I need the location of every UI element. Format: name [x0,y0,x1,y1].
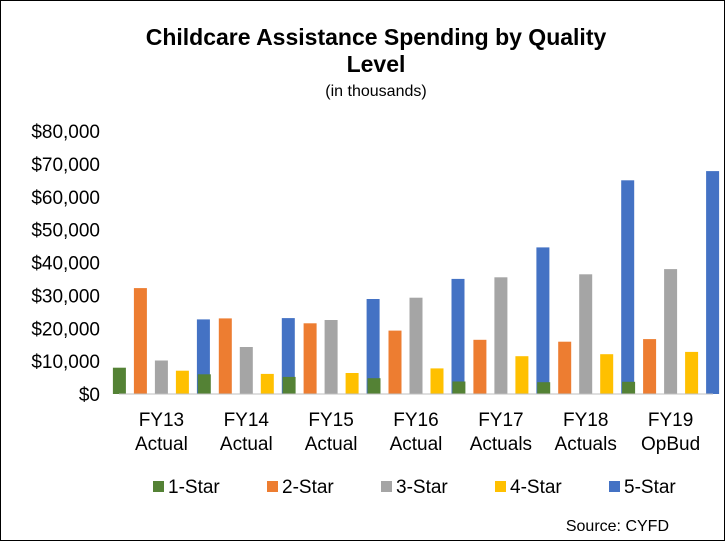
chart-subtitle: (in thousands) [325,83,426,100]
legend-swatch-2-star [267,481,278,492]
x-tick-label: FY15 [308,410,353,431]
bar-3-star [494,277,508,394]
bar-4-star [345,373,359,394]
legend-label-1-star: 1-Star [168,477,220,498]
bar-2-star [133,288,147,394]
bar-4-star [175,370,189,394]
y-tick-label: $30,000 [31,286,100,307]
bar-3-star [239,347,253,394]
bar-5-star [281,318,295,394]
bar-5-star [451,278,465,394]
bar-3-star [409,297,423,394]
legend-swatch-3-star [381,481,392,492]
source-note: Source: CYFD [566,518,669,535]
x-axis: FY13 Actual FY14 Actual FY15 Actual FY16 Actual… [135,410,700,455]
bar-2-star [218,318,232,394]
y-axis: $0 $10,000 $20,000 $30,000 $40,000 $50,000 $60… [31,122,100,406]
bar-1-star [622,381,636,394]
bar-2-star [558,341,572,394]
bar-1-star [452,381,466,394]
y-tick-label: $20,000 [31,319,100,340]
y-tick-label: $70,000 [31,155,100,176]
bar-2-star [473,339,487,394]
y-tick-label: $0 [79,385,100,406]
x-tick-label: FY13 [139,410,184,431]
y-tick-label: $50,000 [31,221,100,242]
y-tick-label: $60,000 [31,188,100,209]
legend-label-4-star: 4-Star [510,477,562,498]
x-tick-label: Actual [305,434,358,455]
bar-5-star [621,180,635,394]
bar-3-star [324,320,338,394]
x-tick-label: FY14 [224,410,270,431]
x-tick-label: FY18 [563,410,608,431]
bar-1-star [537,382,551,394]
x-tick-label: FY16 [393,410,438,431]
plot-area [112,171,720,394]
bar-2-star [388,330,402,394]
bar-4-star [600,354,614,394]
x-tick-label: Actual [135,434,188,455]
bar-5-star [366,299,380,394]
bar-3-star [664,269,678,394]
legend-label-2-star: 2-Star [282,477,334,498]
x-tick-label: FY17 [478,410,523,431]
bar-4-star [430,368,444,394]
bar-1-star [112,367,126,394]
chart-title-line-1: Childcare Assistance Spending by Quality [146,24,607,50]
bar-4-star [260,373,274,394]
x-tick-label: Actual [390,434,443,455]
bar-1-star [367,378,381,394]
chart-title-line-2: Level [347,51,406,77]
y-tick-label: $80,000 [31,122,100,143]
bar-3-star [579,274,593,394]
bar-4-star [515,356,529,394]
bar-5-star [536,247,550,394]
x-tick-label: Actual [220,434,273,455]
x-tick-label: Actuals [470,434,532,455]
legend-swatch-4-star [495,481,506,492]
bar-1-star [197,374,211,394]
bar-2-star [303,323,317,394]
legend: 1-Star 2-Star 3-Star 4-Star 5-Star [153,477,676,498]
y-tick-label: $40,000 [31,254,100,275]
bar-5-star [706,171,720,394]
bar-2-star [643,339,657,394]
legend-swatch-5-star [609,481,620,492]
y-tick-label: $10,000 [31,352,100,373]
bar-1-star [282,376,296,394]
x-tick-label: FY19 [648,410,693,431]
legend-label-5-star: 5-Star [624,477,676,498]
legend-label-3-star: 3-Star [396,477,448,498]
legend-swatch-1-star [153,481,164,492]
x-tick-label: Actuals [555,434,617,455]
bar-3-star [154,360,168,394]
x-tick-label: OpBud [641,434,700,455]
bar-4-star [685,351,699,394]
